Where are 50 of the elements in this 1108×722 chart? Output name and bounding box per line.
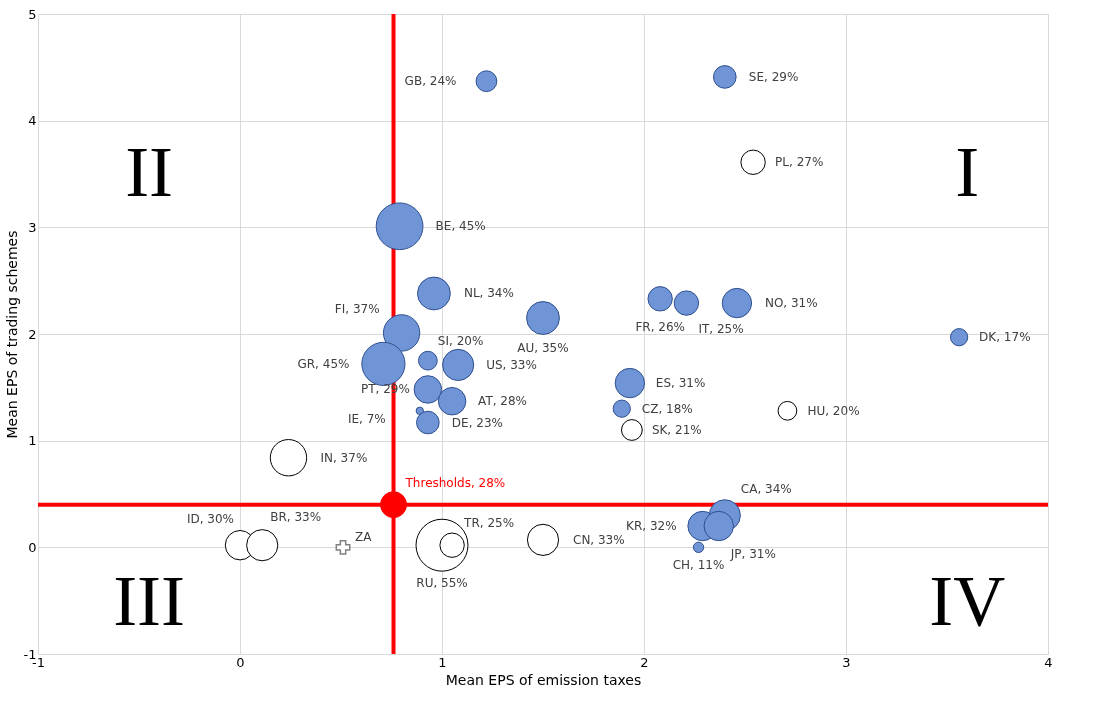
annotation: III — [113, 560, 186, 641]
annotation: NO, 31% — [764, 296, 818, 311]
annotation: GR, 45% — [297, 356, 350, 371]
annotation: JP, 31% — [729, 547, 776, 561]
y-tick-label: 1 — [28, 433, 37, 449]
annotation: IN, 37% — [320, 450, 368, 465]
annotation: FR, 26% — [635, 319, 685, 334]
annotation: SE, 29% — [748, 69, 799, 84]
annotation: CH, 11% — [672, 558, 725, 573]
annotation: CA, 34% — [740, 482, 792, 497]
x-tick-label: 1 — [438, 654, 447, 670]
annotation: IE, 7% — [347, 411, 386, 426]
annotation: DK, 17% — [979, 330, 1031, 345]
annotation: KR, 32% — [626, 519, 677, 533]
annotation: AT, 28% — [478, 394, 528, 409]
annotation: BE, 45% — [435, 219, 486, 234]
annotation: RU, 55% — [416, 576, 468, 591]
annotation: GB, 24% — [404, 74, 457, 89]
annotation: TR, 25% — [463, 516, 515, 531]
annotation: AU, 35% — [517, 341, 569, 355]
annotation: NL, 34% — [463, 286, 514, 301]
annotation: IV — [929, 560, 1006, 641]
x-tick-label: 4 — [1044, 654, 1053, 670]
x-axis-title: Mean EPS of emission taxes — [445, 671, 642, 688]
annotation: SK, 21% — [651, 423, 702, 437]
x-tick-label: 2 — [640, 654, 649, 670]
annotation: ES, 31% — [655, 376, 706, 391]
annotation: CN, 33% — [573, 532, 625, 547]
annotation: IT, 25% — [698, 322, 744, 337]
annotation: FI, 37% — [334, 301, 380, 316]
annotation: ZA — [355, 530, 373, 545]
annotation: ID, 30% — [186, 512, 234, 527]
annotation: PL, 27% — [775, 155, 824, 170]
x-tick-label: 3 — [842, 654, 851, 670]
annotation: II — [125, 132, 174, 212]
annotation: BR, 33% — [270, 510, 322, 525]
annotation: CZ, 18% — [641, 401, 693, 416]
y-tick-label: 0 — [28, 539, 37, 555]
annotation: Thresholds, 28% — [404, 475, 506, 490]
y-tick-label: 4 — [28, 113, 37, 129]
annotation: DE, 23% — [451, 415, 503, 430]
annotation: US, 33% — [486, 357, 537, 372]
annotation: I — [955, 132, 980, 212]
y-tick-label: 3 — [28, 219, 37, 235]
y-tick-label: 5 — [28, 6, 37, 22]
y-axis-title: Mean EPS of trading schemes — [3, 230, 20, 439]
annotation: SI, 20% — [437, 333, 484, 348]
x-tick-label: 0 — [236, 654, 245, 670]
y-tick-label: 2 — [28, 326, 37, 342]
annotation: HU, 20% — [807, 403, 860, 418]
